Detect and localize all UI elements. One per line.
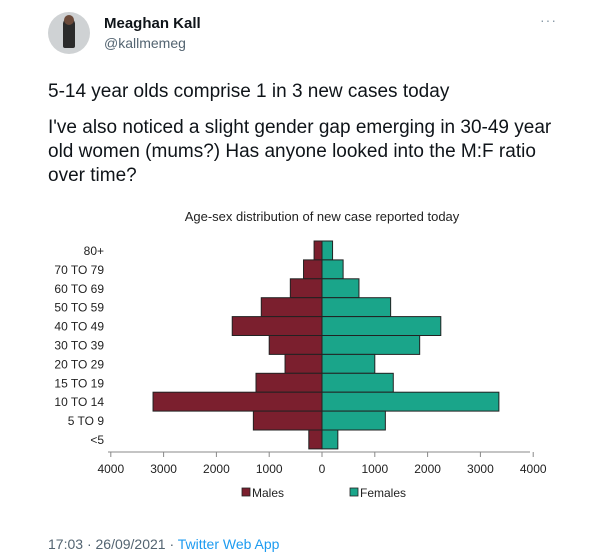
- avatar[interactable]: [48, 12, 90, 54]
- legend-label-females: Females: [360, 486, 406, 500]
- x-tick-label: 1000: [256, 462, 283, 476]
- y-tick-label: 70 TO 79: [54, 263, 104, 277]
- tweet-timestamp: 17:03 · 26/09/2021 · Twitter Web App: [48, 536, 279, 552]
- bar-females-8: [321, 391, 500, 412]
- y-tick-label: 20 TO 29: [54, 357, 104, 371]
- bar-females-10: [321, 429, 339, 450]
- x-tick-label: 4000: [97, 462, 124, 476]
- bar-females-3: [321, 297, 392, 318]
- separator: ·: [169, 536, 175, 552]
- bar-females-2: [321, 278, 360, 299]
- y-tick-label: 15 TO 19: [54, 376, 104, 390]
- bar-males-8: [152, 391, 323, 412]
- avatar-head: [64, 15, 74, 25]
- y-tick-label: 80+: [84, 244, 104, 258]
- x-tick-label: 3000: [467, 462, 494, 476]
- legend-swatch-females: [349, 487, 359, 497]
- y-tick-label: 5 TO 9: [68, 414, 105, 428]
- tweet-text-line2: I've also noticed a slight gender gap em…: [48, 117, 552, 186]
- x-tick-label: 2000: [203, 462, 230, 476]
- tweet-time[interactable]: 17:03: [48, 536, 84, 552]
- bar-males-5: [268, 335, 323, 355]
- author-name[interactable]: Meaghan Kall: [104, 15, 201, 32]
- y-tick-label: <5: [90, 433, 104, 447]
- y-tick-label: 60 TO 69: [54, 282, 104, 296]
- x-tick-label: 0: [319, 462, 326, 476]
- bar-females-9: [321, 410, 386, 431]
- bar-males-6: [284, 353, 323, 374]
- bar-females-1: [321, 259, 344, 280]
- x-tick-label: 3000: [150, 462, 177, 476]
- bar-females-5: [321, 335, 421, 355]
- y-tick-label: 30 TO 39: [54, 338, 104, 352]
- tweet-date[interactable]: 26/09/2021: [95, 536, 166, 552]
- bar-males-10: [308, 429, 323, 450]
- x-tick-label: 1000: [361, 462, 388, 476]
- bar-males-0: [313, 240, 323, 261]
- tweet-text-line1: 5-14 year olds comprise 1 in 3 new cases…: [48, 81, 450, 102]
- bar-females-6: [321, 353, 376, 374]
- separator: ·: [86, 536, 92, 552]
- bar-males-2: [289, 278, 323, 299]
- bar-females-7: [321, 372, 394, 393]
- author-handle[interactable]: @kallmemeg: [104, 35, 186, 51]
- tweet-source-link[interactable]: Twitter Web App: [177, 536, 280, 552]
- bar-males-1: [303, 259, 323, 280]
- x-tick-label: 4000: [520, 462, 547, 476]
- bar-males-7: [255, 372, 323, 393]
- bar-females-4: [321, 316, 442, 336]
- bar-males-9: [252, 410, 323, 431]
- y-tick-label: 10 TO 14: [54, 395, 104, 409]
- x-tick-label: 2000: [414, 462, 441, 476]
- bar-males-4: [231, 316, 323, 336]
- bar-males-3: [260, 297, 323, 318]
- y-tick-label: 50 TO 59: [54, 301, 104, 315]
- chart-title: Age-sex distribution of new case reporte…: [185, 209, 460, 224]
- more-options-icon[interactable]: ···: [540, 12, 557, 28]
- legend-swatch-males: [241, 487, 251, 497]
- avatar-figure: [63, 18, 75, 48]
- bar-females-0: [321, 240, 334, 261]
- y-tick-label: 40 TO 49: [54, 320, 104, 334]
- population-pyramid-chart: Age-sex distribution of new case reporte…: [54, 209, 547, 500]
- legend-label-males: Males: [252, 486, 284, 500]
